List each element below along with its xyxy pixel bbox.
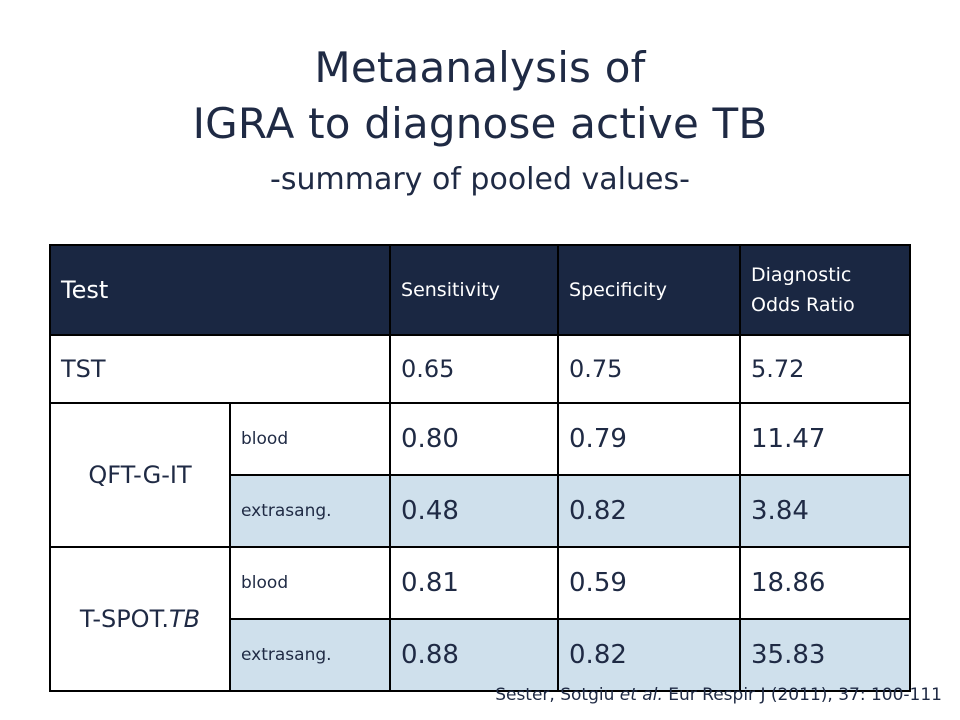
test-name-qft: QFT-G-IT xyxy=(49,402,231,548)
slide-title: Metaanalysis of IGRA to diagnose active … xyxy=(0,40,960,202)
qft-extrasang-dor: 3.84 xyxy=(739,474,912,548)
tspot-blood-sensitivity: 0.81 xyxy=(389,546,560,620)
qft-blood-sensitivity: 0.80 xyxy=(389,402,560,476)
table-row-qft-blood: QFT-G-IT blood 0.80 0.79 11.47 xyxy=(49,402,912,548)
sample-type: blood xyxy=(228,546,392,620)
tst-sensitivity: 0.65 xyxy=(389,334,560,404)
tspot-extrasang-sensitivity: 0.88 xyxy=(389,618,560,692)
table-row-qft-extrasang: extrasang. 0.48 0.82 3.84 xyxy=(50,474,912,548)
qft-extrasang-specificity: 0.82 xyxy=(557,474,742,548)
sample-type: blood xyxy=(228,402,392,476)
tspot-blood-dor: 18.86 xyxy=(739,546,912,620)
header-test: Test xyxy=(48,244,392,336)
tspot-extrasang-dor: 35.83 xyxy=(739,618,912,692)
pooled-values-table: Test Sensitivity Specificity Diagnostic … xyxy=(48,244,912,692)
header-specificity: Specificity xyxy=(557,244,742,336)
header-diagnostic-odds-ratio: Diagnostic Odds Ratio xyxy=(739,244,912,336)
title-line-1: Metaanalysis of xyxy=(314,43,646,92)
header-dor-line-2: Odds Ratio xyxy=(751,294,855,316)
table-row-tst: TST 0.65 0.75 5.72 xyxy=(48,334,912,404)
tspot-name-prefix: T-SPOT. xyxy=(79,605,170,633)
citation-journal: Eur Respir J (2011), 37: 100-111 xyxy=(662,685,942,705)
header-sensitivity: Sensitivity xyxy=(389,244,560,336)
table-row-tspot-extrasang: extrasang. 0.88 0.82 35.83 xyxy=(50,618,912,692)
tst-specificity: 0.75 xyxy=(557,334,742,404)
test-name-tspot: T-SPOT.TB xyxy=(49,546,231,692)
qft-extrasang-sensitivity: 0.48 xyxy=(389,474,560,548)
citation: Sester, Sotgiu et al. Eur Respir J (2011… xyxy=(495,685,942,705)
sample-type: extrasang. xyxy=(228,474,392,548)
subtitle: -summary of pooled values- xyxy=(270,162,690,197)
tspot-name-italic: TB xyxy=(169,605,201,633)
table-header-row: Test Sensitivity Specificity Diagnostic … xyxy=(48,244,912,336)
citation-etal: et al. xyxy=(619,685,663,705)
header-dor-line-1: Diagnostic xyxy=(751,264,852,286)
tst-dor: 5.72 xyxy=(739,334,912,404)
qft-blood-specificity: 0.79 xyxy=(557,402,742,476)
citation-authors: Sester, Sotgiu xyxy=(495,685,620,705)
test-name-tst: TST xyxy=(48,334,392,404)
qft-blood-dor: 11.47 xyxy=(739,402,912,476)
sample-type: extrasang. xyxy=(228,618,392,692)
table-row-tspot-blood: T-SPOT.TB blood 0.81 0.59 18.86 xyxy=(49,546,912,692)
tspot-blood-specificity: 0.59 xyxy=(557,546,742,620)
title-line-2: IGRA to diagnose active TB xyxy=(192,99,768,148)
tspot-extrasang-specificity: 0.82 xyxy=(557,618,742,692)
